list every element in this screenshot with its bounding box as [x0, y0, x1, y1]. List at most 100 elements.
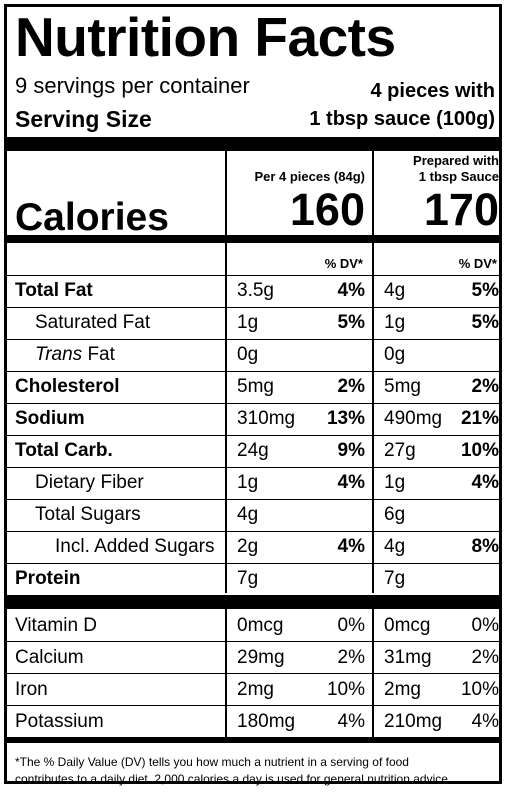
column-divider-1-body [225, 243, 227, 593]
amount-col2: 0g [384, 344, 406, 365]
nutrient-label: Dietary Fiber [35, 472, 144, 493]
amount-col2: 7g [384, 568, 406, 589]
percent-col1: 13% [326, 408, 365, 429]
percent-col2: 10% [460, 440, 499, 461]
dv-header-col1: % DV* [324, 256, 363, 271]
col2-header-line2: 1 tbsp Sauce [418, 169, 499, 184]
servings-per-container: 9 servings per container [15, 73, 250, 98]
amount-col2: 1g [384, 312, 406, 333]
thick-divider-top [7, 137, 499, 151]
footnote-line1: *The % Daily Value (DV) tells you how mu… [15, 755, 409, 769]
column-divider-2 [372, 151, 374, 235]
percent-col1: 2% [337, 376, 365, 397]
vitamin-percent-col2: 2% [471, 647, 499, 668]
vitamin-label: Potassium [15, 711, 104, 732]
row-divider [7, 673, 499, 674]
dv-header-col2: % DV* [458, 256, 497, 271]
nutrient-label: Total Carb. [15, 440, 113, 461]
row-divider [7, 403, 499, 404]
nutrient-label-italic: Trans [35, 344, 83, 365]
amount-col2: 490mg [384, 408, 443, 429]
amount-col2: 5mg [384, 376, 421, 397]
label-title: Nutrition Facts [15, 6, 396, 68]
thick-divider-bottom [7, 737, 499, 743]
row-divider [7, 467, 499, 468]
amount-col2: 1g [384, 472, 406, 493]
percent-col1: 4% [337, 280, 365, 301]
nutrient-label: Sodium [15, 408, 85, 429]
nutrient-label: Protein [15, 568, 81, 589]
amount-col2: 4g [384, 536, 406, 557]
vitamin-percent-col2: 0% [471, 615, 499, 636]
amount-col1: 24g [237, 440, 269, 461]
column-divider-1 [225, 151, 227, 235]
calories-col2: 170 [423, 184, 499, 235]
row-divider [7, 307, 499, 308]
amount-col1: 310mg [237, 408, 296, 429]
row-divider [7, 705, 499, 706]
percent-col2: 2% [471, 376, 499, 397]
row-divider [7, 531, 499, 532]
nutrient-label: Saturated Fat [35, 312, 151, 333]
serving-size-label: Serving Size [15, 106, 152, 132]
percent-col2: 8% [471, 536, 499, 557]
amount-col2: 6g [384, 504, 406, 525]
vitamin-percent-col1: 4% [337, 711, 365, 732]
vitamin-percent-col1: 2% [337, 647, 365, 668]
vitamin-amount-col2: 2mg [384, 679, 421, 700]
col1-header: Per 4 pieces (84g) [254, 169, 365, 184]
nutrient-label: Trans Fat [35, 344, 115, 366]
percent-col2: 5% [471, 312, 499, 333]
thick-divider-vitamins [7, 595, 499, 609]
nutrient-label: Cholesterol [15, 376, 120, 397]
vitamin-label: Vitamin D [15, 615, 98, 636]
vitamin-label: Calcium [15, 647, 84, 668]
percent-col2: 5% [471, 280, 499, 301]
serving-size-value-line2: 1 tbsp sauce (100g) [309, 108, 495, 130]
row-divider [7, 275, 499, 276]
vitamin-amount-col1: 29mg [237, 647, 285, 668]
vitamin-amount-col1: 2mg [237, 679, 274, 700]
amount-col1: 4g [237, 504, 259, 525]
percent-col2: 21% [460, 408, 499, 429]
row-divider [7, 371, 499, 372]
amount-col2: 4g [384, 280, 406, 301]
row-divider [7, 563, 499, 564]
percent-col1: 4% [337, 536, 365, 557]
percent-col1: 9% [337, 440, 365, 461]
nutrition-facts-label: Nutrition Facts 9 servings per container… [4, 4, 502, 786]
serving-size-value-line1: 4 pieces with [370, 80, 496, 102]
nutrient-label: Incl. Added Sugars [55, 536, 215, 557]
footnote: *The % Daily Value (DV) tells you how mu… [15, 754, 495, 788]
vitamin-percent-col2: 4% [471, 711, 499, 732]
amount-col1: 1g [237, 472, 259, 493]
footnote-line2: contributes to a daily diet. 2,000 calor… [15, 772, 452, 786]
vitamin-amount-col2: 0mcg [384, 615, 431, 636]
row-divider [7, 641, 499, 642]
amount-col1: 2g [237, 536, 259, 557]
vitamin-percent-col2: 10% [460, 679, 499, 700]
percent-col2: 4% [471, 472, 499, 493]
nutrient-label-rest: Fat [82, 344, 115, 365]
percent-col1: 5% [337, 312, 365, 333]
vitamin-amount-col1: 0mcg [237, 615, 284, 636]
col2-header-line1: Prepared with [413, 153, 499, 168]
column-divider-2-body [372, 243, 374, 593]
amount-col1: 0g [237, 344, 259, 365]
vitamin-label: Iron [15, 679, 48, 700]
percent-col1: 4% [337, 472, 365, 493]
nutrient-label: Total Fat [15, 280, 93, 301]
vitamin-percent-col1: 0% [337, 615, 365, 636]
vitamin-amount-col1: 180mg [237, 711, 296, 732]
amount-col1: 5mg [237, 376, 274, 397]
vitamin-amount-col2: 31mg [384, 647, 432, 668]
calories-label: Calories [15, 196, 169, 239]
row-divider [7, 435, 499, 436]
thick-divider-calories [7, 235, 499, 243]
amount-col1: 7g [237, 568, 259, 589]
vitamin-amount-col2: 210mg [384, 711, 443, 732]
row-divider [7, 339, 499, 340]
vitamin-percent-col1: 10% [326, 679, 365, 700]
amount-col1: 1g [237, 312, 259, 333]
row-divider [7, 499, 499, 500]
